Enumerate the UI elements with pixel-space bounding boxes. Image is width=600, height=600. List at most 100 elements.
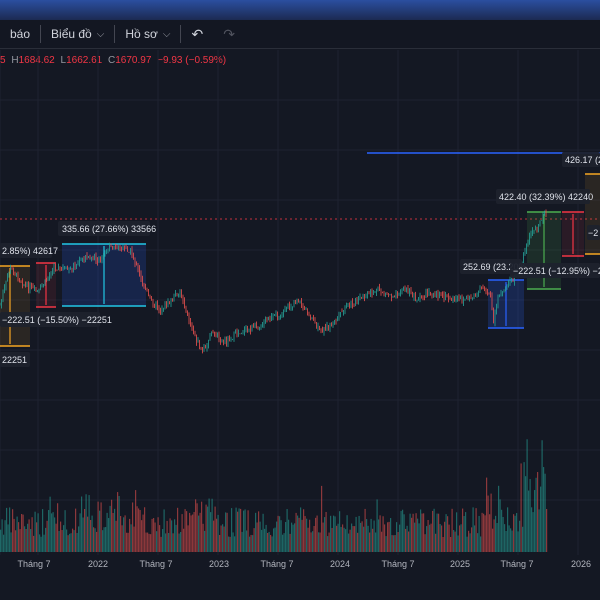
volume-bar [298, 517, 300, 552]
chart-menu[interactable]: Biểu đồ ⌵ [41, 20, 114, 48]
volume-bar [42, 509, 44, 552]
range-box-orange-2[interactable] [585, 174, 600, 254]
volume-bar [228, 536, 230, 552]
volume-bar [406, 525, 408, 552]
alerts-menu[interactable]: báo [0, 20, 40, 48]
volume-bar [342, 524, 344, 552]
volume-bar [135, 490, 137, 552]
volume-bar [76, 532, 78, 552]
volume-bar [376, 499, 378, 552]
volume-bar [546, 509, 548, 552]
volume-bar [463, 516, 465, 552]
volume-bar [433, 508, 435, 552]
volume-bar [366, 519, 368, 552]
volume-bar [522, 526, 524, 552]
annotation-label: 22251 [0, 352, 30, 367]
volume-bar [426, 526, 428, 552]
volume-bar [403, 514, 405, 552]
volume-bar [90, 519, 92, 552]
volume-bar [255, 512, 257, 552]
volume-bar [279, 516, 281, 552]
volume-bar [268, 531, 270, 552]
volume-bar [70, 533, 72, 552]
volume-bar [21, 514, 23, 552]
volume-bar [12, 509, 14, 552]
volume-bar [310, 532, 312, 552]
volume-bar [439, 523, 441, 552]
annotation-label: 426.17 (2 [562, 152, 600, 167]
volume-bar [300, 507, 302, 552]
volume-bar [456, 512, 458, 552]
volume-bar [93, 527, 95, 552]
time-axis-label: 2022 [88, 559, 108, 569]
low-value: 1662.61 [66, 55, 103, 66]
toolbar-divider [180, 25, 182, 43]
time-axis-label: 2024 [330, 559, 350, 569]
annotation-label: −222.51 (−15.50%) −22251 [0, 312, 112, 327]
volume-bar [24, 526, 26, 552]
volume-bar [295, 512, 297, 552]
volume-bar [516, 513, 518, 552]
volume-bar [114, 508, 116, 552]
volume-bar [138, 508, 140, 552]
volume-bar [78, 526, 80, 552]
volume-bar [292, 524, 294, 552]
undo-icon[interactable]: ↶ [191, 25, 204, 42]
volume-bar [405, 528, 407, 552]
profile-menu[interactable]: Hồ sơ ⌵ [115, 20, 180, 48]
volume-bar [447, 516, 449, 552]
volume-bar [337, 523, 339, 552]
volume-bar [495, 515, 497, 552]
volume-bar [151, 518, 153, 552]
volume-bar [201, 501, 203, 552]
toolbar-divider [40, 25, 42, 43]
volume-bar [213, 520, 215, 552]
volume-bar [210, 512, 212, 552]
volume-bar [234, 536, 236, 552]
low-label: L [60, 55, 67, 66]
volume-bar [270, 534, 272, 552]
volume-bar [471, 527, 473, 552]
volume-bar [180, 531, 182, 552]
volume-bar [364, 508, 366, 552]
volume-bar [313, 525, 315, 552]
volume-bar [289, 533, 291, 552]
volume-bar [163, 509, 165, 552]
volume-bar [259, 521, 261, 552]
volume-bar [193, 511, 195, 552]
volume-bar [4, 520, 6, 552]
volume-bar [181, 514, 183, 552]
volume-bar [448, 524, 450, 552]
volume-bar [496, 522, 498, 552]
volume-bar [520, 463, 522, 552]
range-box-orange[interactable] [0, 266, 30, 346]
redo-icon[interactable]: ↷ [223, 25, 235, 42]
alerts-label: báo [10, 27, 31, 41]
volume-bar [39, 534, 41, 552]
volume-bar [10, 532, 12, 552]
volume-bar [340, 527, 342, 552]
volume-bar [517, 531, 519, 552]
volume-bar [450, 536, 452, 552]
volume-bar [198, 515, 200, 552]
volume-bar [346, 515, 348, 552]
volume-bar [249, 536, 251, 552]
volume-bar [250, 534, 252, 552]
time-axis: Tháng 7 2022 Tháng 7 2023 Tháng 7 2024 Tháng 7… [17, 559, 591, 569]
volume-bar [415, 513, 417, 552]
volume-bar [271, 536, 273, 552]
volume-bar [49, 496, 51, 552]
volume-bar [27, 523, 29, 552]
volume-bar [237, 511, 239, 552]
volume-bar [214, 506, 216, 552]
volume-bar [156, 531, 158, 552]
volume-bar [267, 532, 269, 552]
volume-bar [493, 519, 495, 552]
volume-bar [144, 507, 146, 552]
annotation-text: −222.51 (−15.50%) −22251 [2, 315, 112, 325]
volume-bar [177, 507, 179, 552]
annotation-text: 426.17 (2 [565, 155, 600, 165]
volume-bar [159, 525, 161, 552]
volume-bar [288, 519, 290, 552]
